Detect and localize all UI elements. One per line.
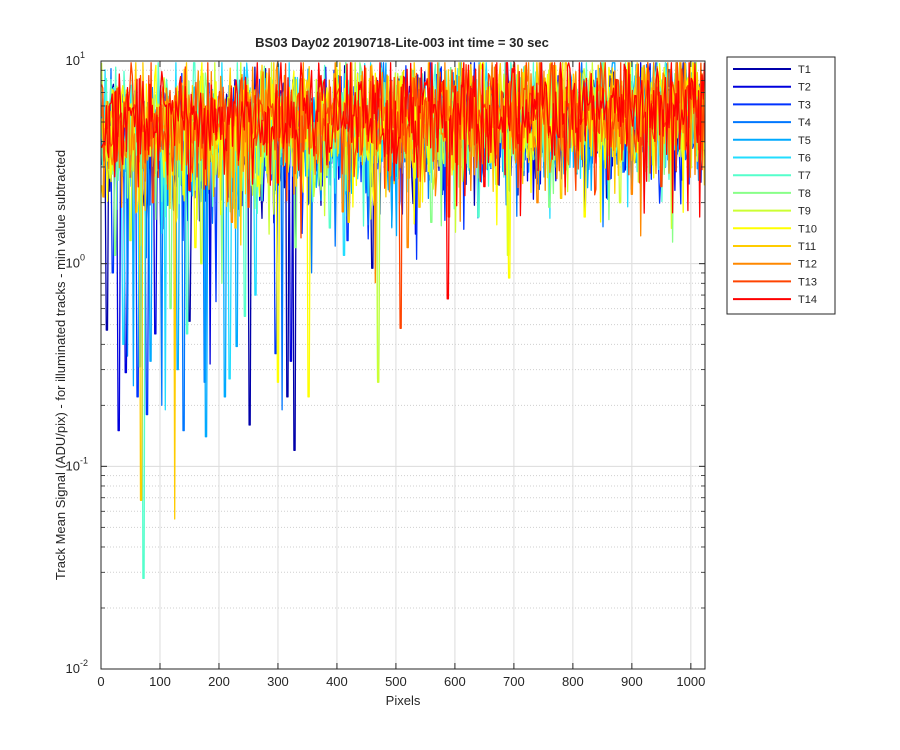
legend-label: T11 [798,241,816,253]
x-tick-labels: 0 100 200 300 400 500 600 700 800 900 1000 [97,674,705,689]
legend-label: T10 [798,223,817,235]
x-axis-label: Pixels [386,693,421,708]
x-tick-label: 900 [621,674,643,689]
chart-title: BS03 Day02 20190718-Lite-003 int time = … [255,35,549,50]
x-tick-label: 100 [149,674,171,689]
x-tick-label: 600 [444,674,466,689]
legend: T1 T2 T3 T4 T5 T6 T7 T8 T9 T10 T11 T12 T13 T14 [726,56,836,315]
x-tick-label: 1000 [676,674,705,689]
legend-label: T4 [798,117,811,129]
legend-label: T14 [798,294,817,306]
series-line-T14 [101,62,705,300]
legend-label: T6 [798,153,811,165]
y-tick-exponent: -2 [80,658,88,668]
y-tick-label: 10 [66,53,80,68]
legend-box [726,56,836,315]
series-layer [101,62,705,580]
x-tick-label: 400 [326,674,348,689]
x-tick-label: 300 [267,674,289,689]
x-tick-label: 200 [208,674,230,689]
y-tick-exponent: -1 [80,455,88,465]
legend-label: T13 [798,276,817,288]
legend-label: T5 [798,135,811,147]
y-tick-exponent: 1 [80,50,85,60]
y-tick-label: 10 [66,458,80,473]
x-tick-label: 0 [97,674,104,689]
legend-label: T9 [798,206,811,218]
x-tick-label: 700 [503,674,525,689]
legend-label: T2 [798,82,811,94]
x-tick-label: 500 [385,674,407,689]
plot-frame [100,60,706,670]
y-axis-label: Track Mean Signal (ADU/pix) - for illumi… [53,150,68,580]
legend-label: T1 [798,64,811,76]
legend-label: T12 [798,259,817,271]
y-tick-label: 10 [66,256,80,271]
legend-label: T7 [798,170,811,182]
y-tick-label: 10 [66,661,80,676]
tick-marks [100,60,705,670]
y-tick-exponent: 0 [80,253,85,263]
legend-label: T8 [798,188,811,200]
legend-label: T3 [798,99,811,111]
x-tick-label: 800 [562,674,584,689]
